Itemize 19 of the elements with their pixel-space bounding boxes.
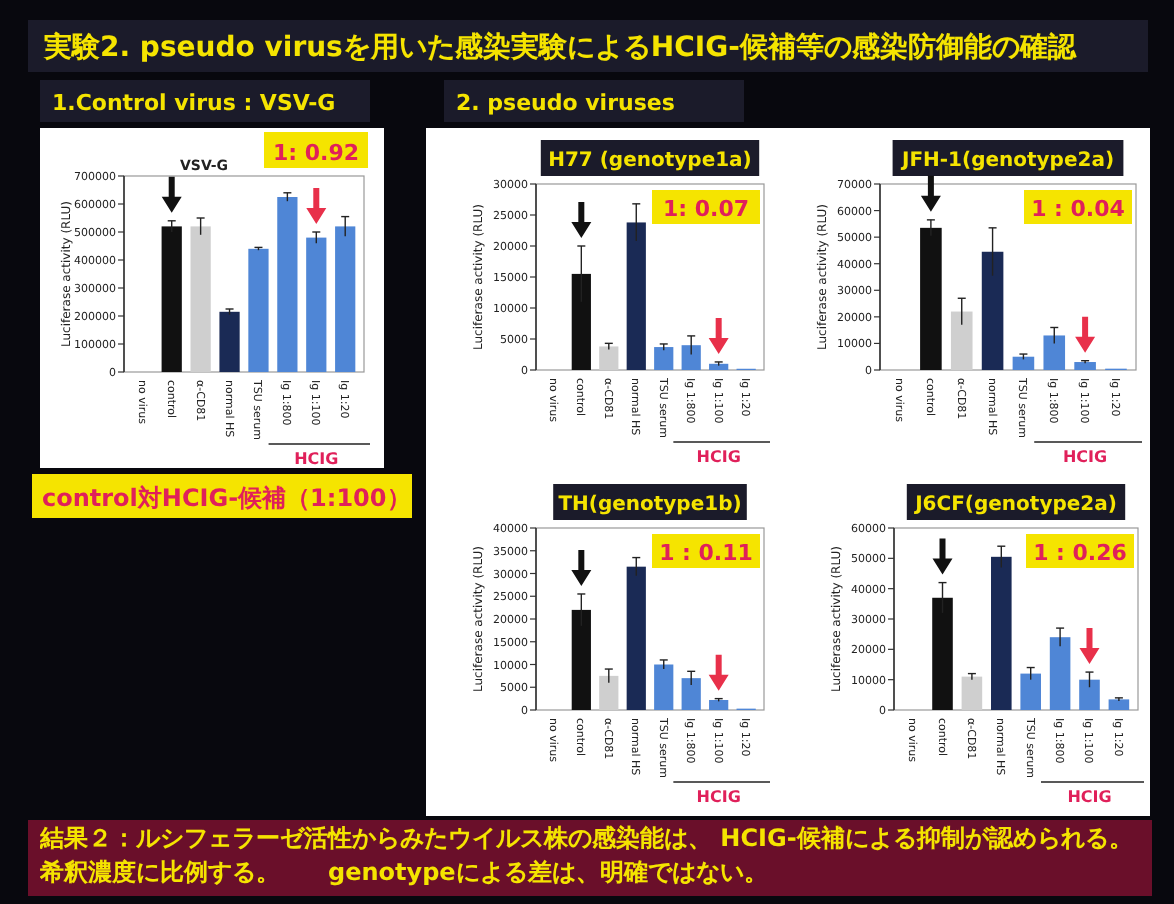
annotation: 1: 0.07 [662, 196, 750, 222]
text: HCIG [1067, 788, 1112, 806]
text: HCIG [1063, 448, 1108, 466]
chart-title: TH(genotype1b) [558, 494, 742, 516]
annotation: 1 : 0.04 [1031, 196, 1126, 222]
text: 1.Control virus : VSV-G [52, 90, 336, 116]
text: 1: 0.92 [272, 140, 360, 166]
text: HCIG [696, 788, 741, 806]
chart-title: JFH-1(genotype2a) [899, 150, 1115, 172]
text: 2. pseudo viruses [456, 90, 676, 116]
annotation: 1 : 0.26 [1033, 540, 1128, 566]
text: control対HCIG-候補（1:100） [42, 484, 411, 512]
text: 実験2. pseudo virusを用いた感染実験によるHCIG-候補等の感染防御能の確認 [44, 30, 1078, 64]
text: HCIG [696, 448, 741, 466]
chart-title: J6CF(genotype2a) [913, 494, 1117, 516]
text: HCIG [294, 450, 339, 468]
text: 結果２：ルシフェラーゼ活性からみたウイルス株の感染能は、 HCIG-候補による抑制が認められる。希釈濃度に比例する。 genotypeによる差は、明確ではない。 [40, 822, 1135, 890]
chart-title: H77 (genotype1a) [548, 150, 752, 172]
annotation: 1 : 0.11 [659, 540, 753, 566]
